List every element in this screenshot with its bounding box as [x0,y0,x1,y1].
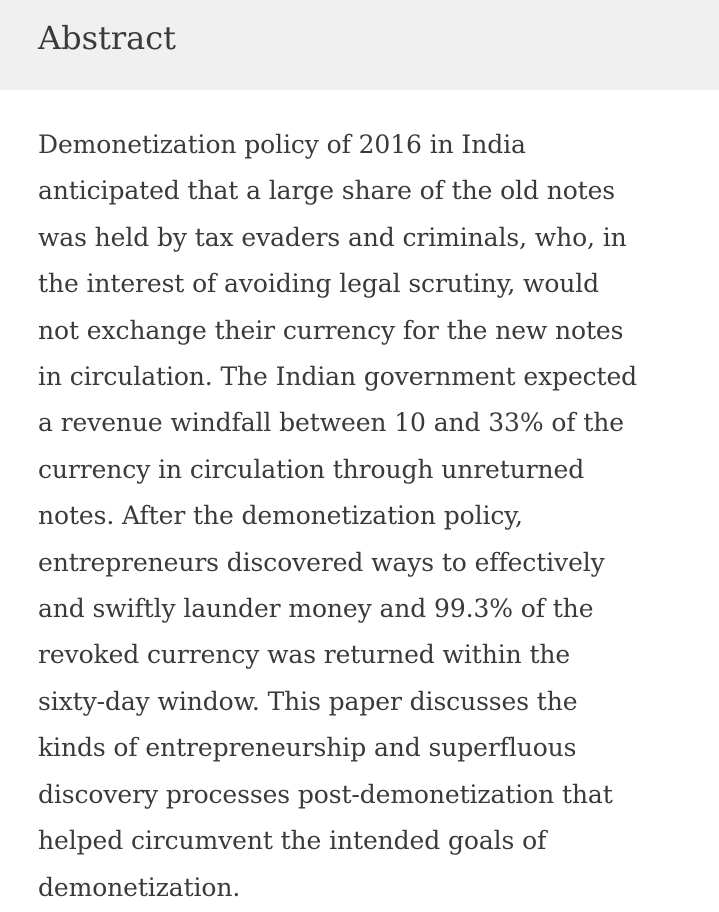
abstract-line: in circulation. The Indian government ex… [38,362,638,392]
abstract-line: was held by tax evaders and criminals, w… [38,222,627,252]
abstract-line: revoked currency was returned within the [38,640,571,670]
abstract-line: and swiftly launder money and 99.3% of t… [38,594,594,624]
abstract-line: sixty-day window. This paper discusses t… [38,686,578,716]
abstract-line: the interest of avoiding legal scrutiny,… [38,269,600,299]
abstract-line: currency in circulation through unreturn… [38,454,585,484]
abstract-line: not exchange their currency for the new … [38,315,624,345]
abstract-line: Demonetization policy of 2016 in India [38,130,526,159]
abstract-line: discovery processes post-demonetization … [38,779,613,809]
abstract-line: kinds of entrepreneurship and superfluou… [38,733,577,763]
abstract-line: a revenue windfall between 10 and 33% of… [38,408,624,438]
abstract-line: anticipated that a large share of the ol… [38,176,616,206]
abstract-body: Demonetization policy of 2016 in India a… [38,122,719,911]
abstract-title: Abstract [38,19,177,57]
abstract-line: demonetization. [38,872,241,902]
abstract-line: notes. After the demonetization policy, [38,501,523,531]
abstract-line: entrepreneurs discovered ways to effecti… [38,547,605,577]
abstract-header: Abstract [0,0,719,90]
abstract-line: helped circumvent the intended goals of [38,826,547,856]
